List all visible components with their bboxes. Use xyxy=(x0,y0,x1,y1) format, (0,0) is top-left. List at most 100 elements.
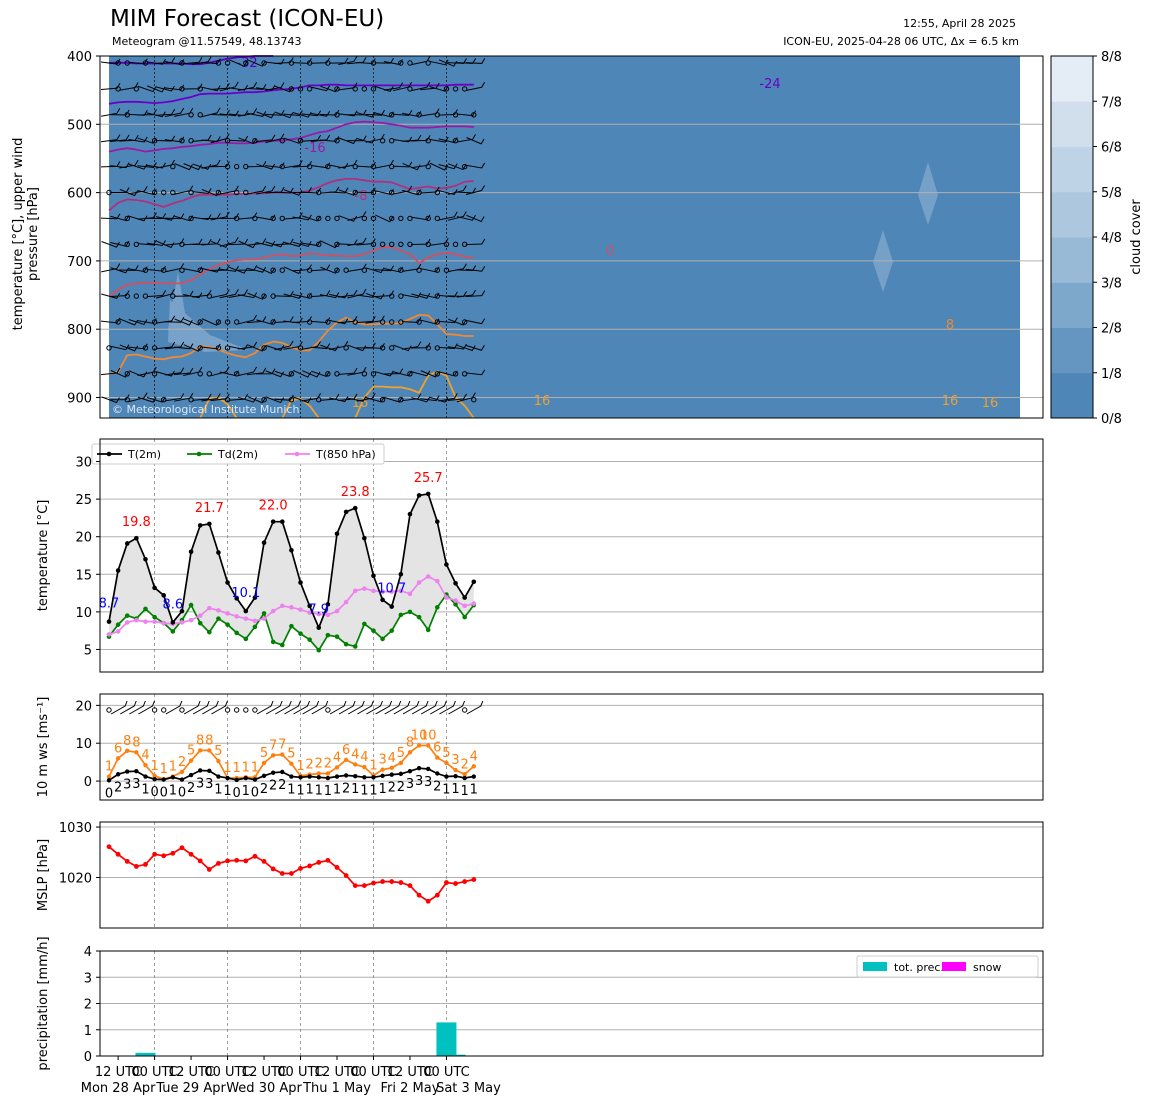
data-point xyxy=(106,632,112,637)
wind-barb-icon xyxy=(283,110,303,117)
wind-barb-icon xyxy=(219,289,239,299)
colorbar-swatch xyxy=(1051,146,1093,193)
data-point xyxy=(134,769,139,774)
data-point xyxy=(243,616,249,621)
calm-wind-icon xyxy=(325,163,331,170)
wind-barb-icon xyxy=(201,188,221,197)
x-tick-label: 00 UTC xyxy=(277,1065,323,1080)
data-point xyxy=(152,619,157,624)
wind-barb-icon xyxy=(228,344,248,351)
data-point xyxy=(225,858,230,864)
issue-time: 12:55, April 28 2025 xyxy=(903,17,1016,30)
data-point xyxy=(444,595,449,600)
legend-marker xyxy=(106,451,112,457)
calm-wind-icon xyxy=(197,112,203,118)
wind-barb-icon xyxy=(237,292,258,299)
calm-wind-icon xyxy=(288,86,295,92)
wind-barb-icon xyxy=(456,289,477,298)
data-point xyxy=(462,775,467,781)
data-point xyxy=(380,597,385,603)
calm-wind-icon xyxy=(434,267,441,273)
colorbar-tick-label: 5/8 xyxy=(1101,186,1122,201)
wind-barb-icon xyxy=(201,393,221,402)
y-tick-label: 5 xyxy=(84,643,92,658)
mean-wind-label: 3 xyxy=(415,774,423,789)
mean-wind-label: 0 xyxy=(233,786,241,801)
wind-barb-icon xyxy=(292,160,312,168)
data-point xyxy=(252,853,258,859)
wind-barb-icon xyxy=(228,135,249,142)
wind-barb-icon xyxy=(201,318,221,326)
data-point xyxy=(343,773,349,778)
wind-barb-icon xyxy=(411,135,431,142)
data-point xyxy=(124,620,130,625)
wind-barb-icon xyxy=(137,85,157,93)
data-point xyxy=(334,765,340,770)
wind-barb-icon xyxy=(447,211,467,221)
gust-value-label: 4 xyxy=(360,750,368,765)
wind-barb-icon xyxy=(265,110,285,116)
isotherm-line xyxy=(108,120,474,153)
data-point xyxy=(371,775,376,780)
isotherm-label: 0 xyxy=(606,244,614,259)
data-point xyxy=(343,873,349,878)
calm-wind-icon xyxy=(270,215,276,222)
data-point xyxy=(361,883,367,888)
data-point xyxy=(425,627,431,633)
wind-barb-icon xyxy=(129,700,146,715)
calm-wind-icon xyxy=(215,319,222,325)
calm-wind-icon xyxy=(288,371,295,377)
wind-barb-icon xyxy=(310,85,330,92)
wind-barb-icon xyxy=(110,162,130,169)
y-tick-label: 0 xyxy=(84,1050,92,1065)
wind-barb-icon xyxy=(119,159,139,169)
wind-barb-icon xyxy=(237,366,258,377)
wind-barb-icon xyxy=(429,396,449,403)
data-point xyxy=(389,604,395,609)
wind-barb-icon xyxy=(164,107,185,117)
data-point xyxy=(225,622,230,627)
data-point xyxy=(261,773,267,778)
data-point xyxy=(161,853,167,859)
max-temp-label: 19.8 xyxy=(122,515,151,530)
wind-barb-icon xyxy=(347,344,367,352)
data-point xyxy=(353,773,358,779)
data-point xyxy=(453,598,458,603)
data-point xyxy=(225,775,230,781)
calm-wind-icon xyxy=(224,60,231,66)
calm-wind-icon xyxy=(361,267,368,273)
data-point xyxy=(325,857,331,863)
isotherm-label: 16 xyxy=(942,394,959,409)
calm-wind-icon xyxy=(179,707,185,713)
calm-wind-icon xyxy=(452,371,459,377)
x-day-label: Mon 28 Apr xyxy=(81,1081,156,1096)
x-tick-label: 12 UTC xyxy=(314,1065,360,1080)
wind-barb-icon xyxy=(310,317,331,324)
calm-wind-icon xyxy=(443,241,450,248)
wind-barb-icon xyxy=(466,214,485,223)
x-day-label: Sat 3 May xyxy=(436,1081,501,1096)
wind-barb-icon xyxy=(100,83,121,91)
wind-barb-icon xyxy=(173,343,194,350)
calm-wind-icon xyxy=(334,112,340,118)
y-tick-label: 600 xyxy=(67,187,92,202)
gust-value-label: 4 xyxy=(351,747,359,762)
gust-value-label: 1 xyxy=(233,761,241,776)
calm-wind-icon xyxy=(224,163,231,170)
calm-wind-icon xyxy=(206,371,213,377)
mean-wind-label: 1 xyxy=(287,783,295,798)
calm-wind-icon xyxy=(206,293,213,299)
data-point xyxy=(270,608,276,614)
data-point xyxy=(352,588,358,594)
surface-wind-barbs xyxy=(106,700,484,715)
wind-barb-icon xyxy=(164,238,185,246)
wind-barb-icon xyxy=(438,291,458,298)
y-tick-label: 3 xyxy=(84,971,92,986)
wind-barb-icon xyxy=(110,700,128,715)
calm-wind-icon xyxy=(389,319,395,325)
calm-wind-icon xyxy=(261,60,267,66)
data-point xyxy=(152,776,157,782)
data-point xyxy=(398,571,404,577)
calm-wind-icon xyxy=(434,189,441,196)
wind-barb-icon xyxy=(411,160,431,169)
